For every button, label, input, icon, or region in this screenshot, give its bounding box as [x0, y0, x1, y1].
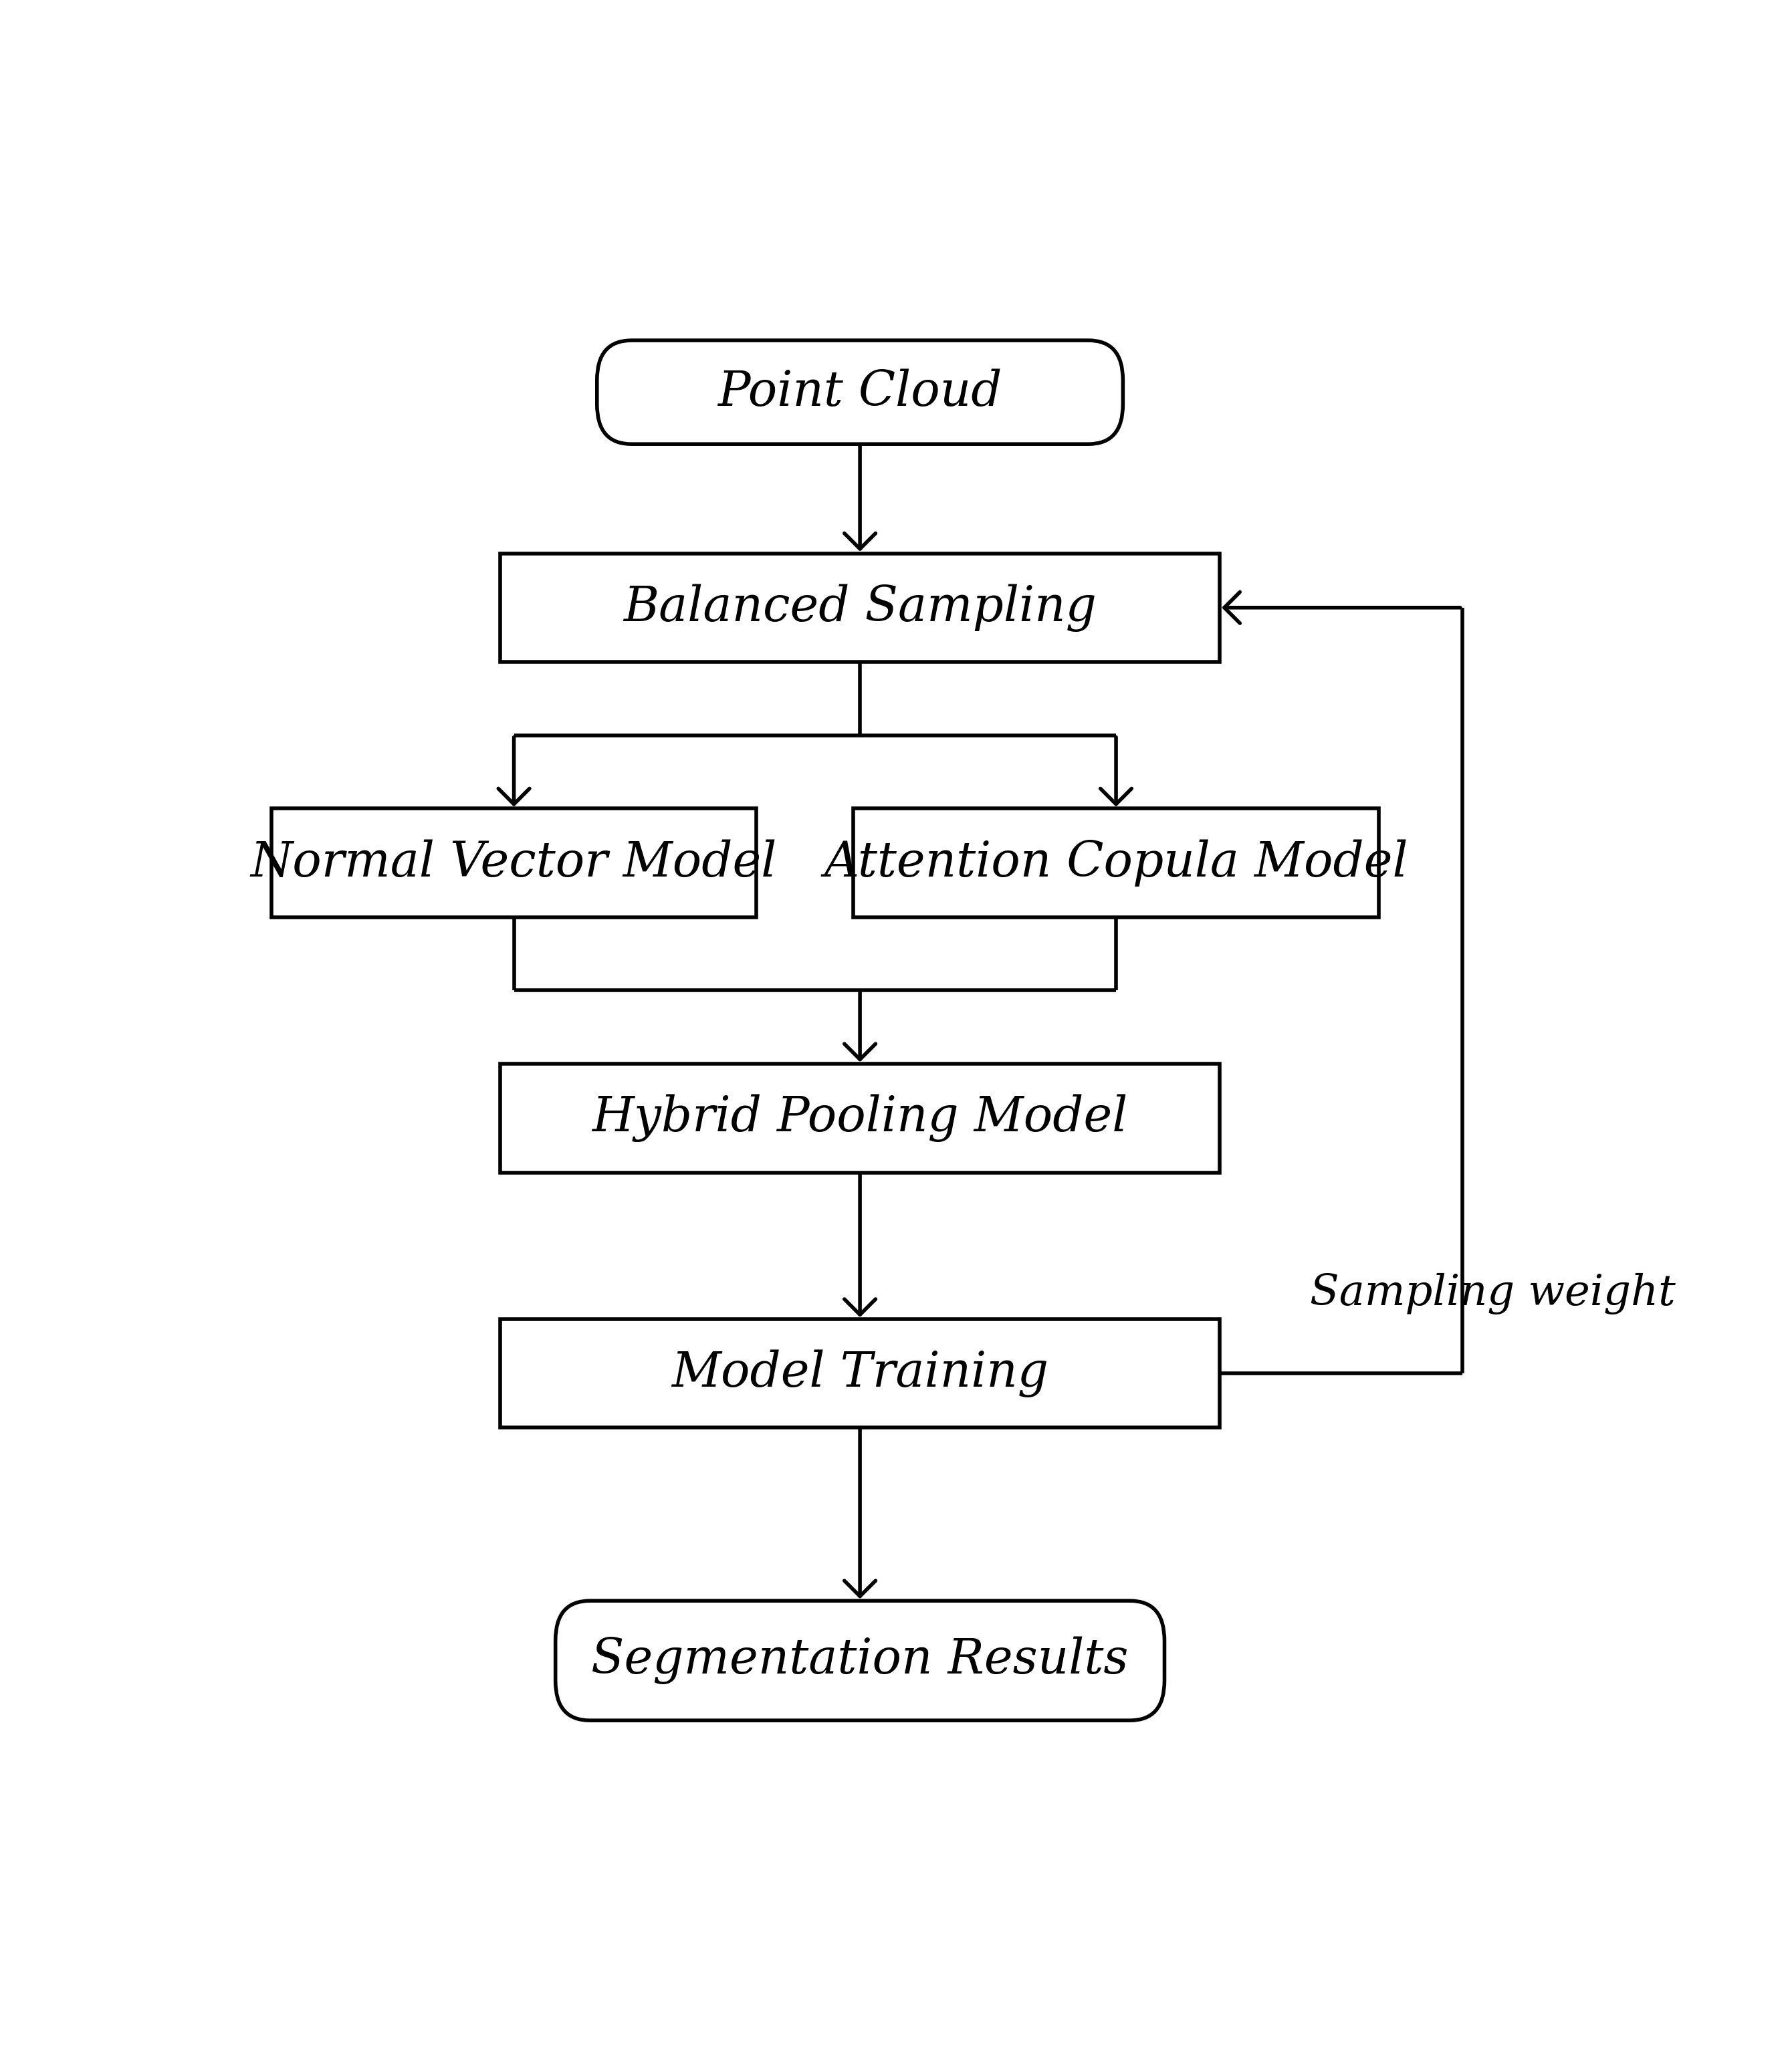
Bar [500, 553, 1220, 661]
Text: Sampling weight: Sampling weight [1309, 1272, 1675, 1314]
FancyBboxPatch shape [597, 340, 1123, 443]
Text: Normal Vector Model: Normal Vector Model [250, 839, 777, 887]
Text: Point Cloud: Point Cloud [718, 369, 1002, 416]
Text: Segmentation Results: Segmentation Results [591, 1637, 1129, 1685]
Bar [500, 1320, 1220, 1428]
Bar [500, 1063, 1220, 1173]
Text: Attention Copula Model: Attention Copula Model [823, 839, 1407, 887]
FancyBboxPatch shape [555, 1602, 1164, 1720]
Bar [854, 808, 1379, 918]
Text: Hybrid Pooling Model: Hybrid Pooling Model [591, 1094, 1129, 1142]
Text: Balanced Sampling: Balanced Sampling [623, 584, 1097, 632]
Text: Model Training: Model Training [672, 1349, 1048, 1397]
Bar [271, 808, 755, 918]
